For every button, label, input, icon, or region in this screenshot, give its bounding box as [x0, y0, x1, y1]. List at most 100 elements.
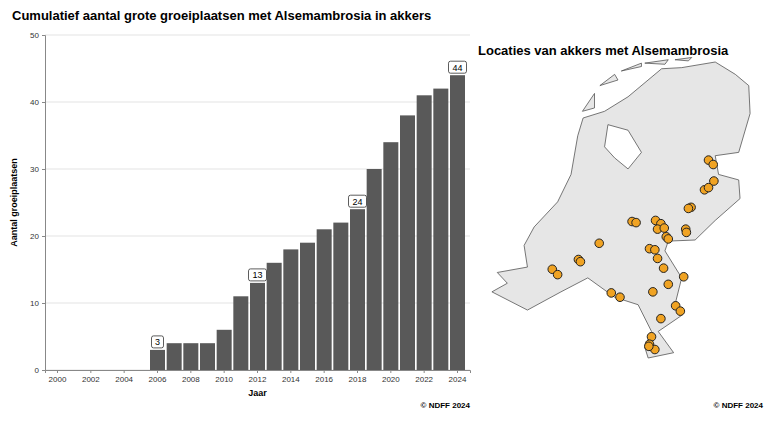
y-tick: 20	[30, 232, 45, 241]
data-label-box	[249, 269, 267, 281]
x-tick-label: 2012	[249, 375, 267, 384]
bar	[300, 243, 315, 370]
bar	[383, 142, 398, 370]
y-tick: 10	[30, 299, 45, 308]
location-point	[679, 272, 688, 281]
y-axis-title: Aantal groeiplaatsen	[9, 158, 19, 247]
caption: © NDFF 2024	[421, 401, 471, 410]
y-tick-mark	[42, 35, 45, 36]
location-point	[632, 218, 641, 227]
x-tick: 2012	[249, 370, 267, 384]
x-tick-label: 2020	[382, 375, 400, 384]
x-tick-mark	[357, 370, 358, 373]
x-tick-mark	[90, 370, 91, 373]
x-tick: 2006	[149, 370, 167, 384]
location-point	[657, 314, 666, 323]
bar	[233, 296, 248, 370]
x-tick-label: 2008	[182, 375, 200, 384]
bar	[450, 75, 465, 370]
x-tick: 2020	[382, 370, 400, 384]
location-point	[607, 289, 616, 298]
data-label-box	[449, 61, 467, 73]
x-tick-label: 2004	[115, 375, 133, 384]
x-tick: 2002	[82, 370, 100, 384]
bar	[100, 370, 115, 371]
x-tick-mark	[390, 370, 391, 373]
caption: © NDFF 2024	[714, 401, 764, 410]
data-label: 24	[352, 197, 362, 207]
data-label-box	[152, 336, 164, 348]
bar	[183, 343, 198, 370]
location-point	[645, 342, 654, 351]
island	[675, 57, 692, 60]
location-point	[709, 160, 718, 169]
y-tick-label: 30	[30, 165, 39, 174]
bar	[167, 343, 182, 370]
location-point	[660, 224, 669, 233]
y-tick-mark	[42, 169, 45, 170]
bar	[200, 343, 215, 370]
map-title: Locaties van akkers met Alsemambrosia	[478, 43, 729, 58]
x-tick-mark	[424, 370, 425, 373]
x-tick: 2004	[115, 370, 133, 384]
bar	[350, 209, 365, 370]
bar	[283, 249, 298, 370]
x-tick-mark	[324, 370, 325, 373]
chart-title: Cumulatief aantal grote groeiplaatsen me…	[12, 8, 431, 23]
x-tick-label: 2006	[149, 375, 167, 384]
x-tick-mark	[190, 370, 191, 373]
y-tick-mark	[42, 303, 45, 304]
bar	[150, 350, 165, 370]
x-axis-title: Jaar	[248, 388, 267, 398]
location-point	[595, 239, 604, 248]
x-tick-mark	[290, 370, 291, 373]
x-tick-label: 2002	[82, 375, 100, 384]
grid	[45, 35, 470, 370]
x-tick: 2008	[182, 370, 200, 384]
data-label: 13	[252, 270, 262, 280]
data-label-box	[349, 195, 367, 207]
bar	[117, 370, 132, 371]
y-tick-mark	[42, 236, 45, 237]
bar	[67, 370, 82, 371]
x-tick-mark	[457, 370, 458, 373]
data-label: 44	[452, 63, 462, 73]
bar	[250, 283, 265, 370]
x-tick-label: 2016	[315, 375, 333, 384]
x-tick-label: 2022	[415, 375, 433, 384]
y-tick-label: 40	[30, 98, 39, 107]
x-tick: 2024	[449, 370, 467, 384]
data-labels: 3132444	[152, 61, 467, 348]
country-outline	[492, 62, 750, 358]
bars	[150, 75, 465, 370]
canvas: 0102030405020002002200420062008201020122…	[0, 0, 770, 424]
island	[600, 74, 618, 85]
bar	[217, 330, 232, 370]
grid-line	[45, 35, 470, 36]
location-point	[682, 228, 691, 237]
y-tick-label: 0	[35, 366, 40, 375]
x-tick-label: 2010	[215, 375, 233, 384]
bar-chart: 0102030405020002002200420062008201020122…	[9, 31, 471, 398]
x-tick: 2018	[349, 370, 367, 384]
location-point	[676, 307, 685, 316]
x-axis-line	[46, 371, 471, 374]
x-tick-mark	[257, 370, 258, 373]
y-tick-mark	[42, 370, 45, 371]
bar	[433, 89, 448, 370]
location-point	[664, 235, 673, 244]
bar	[333, 223, 348, 370]
bar	[400, 115, 415, 370]
location-point	[704, 183, 713, 192]
x-tick: 2016	[315, 370, 333, 384]
location-point	[649, 288, 658, 297]
x-tick: 2010	[215, 370, 233, 384]
x-tick-label: 2014	[282, 375, 300, 384]
x-axis: 2000200220042006200820102012201420162018…	[46, 370, 471, 384]
y-tick-label: 50	[30, 31, 39, 40]
y-tick: 50	[30, 31, 45, 40]
island	[621, 63, 641, 71]
location-point	[651, 245, 660, 254]
bar	[83, 370, 98, 371]
bar	[50, 370, 65, 371]
